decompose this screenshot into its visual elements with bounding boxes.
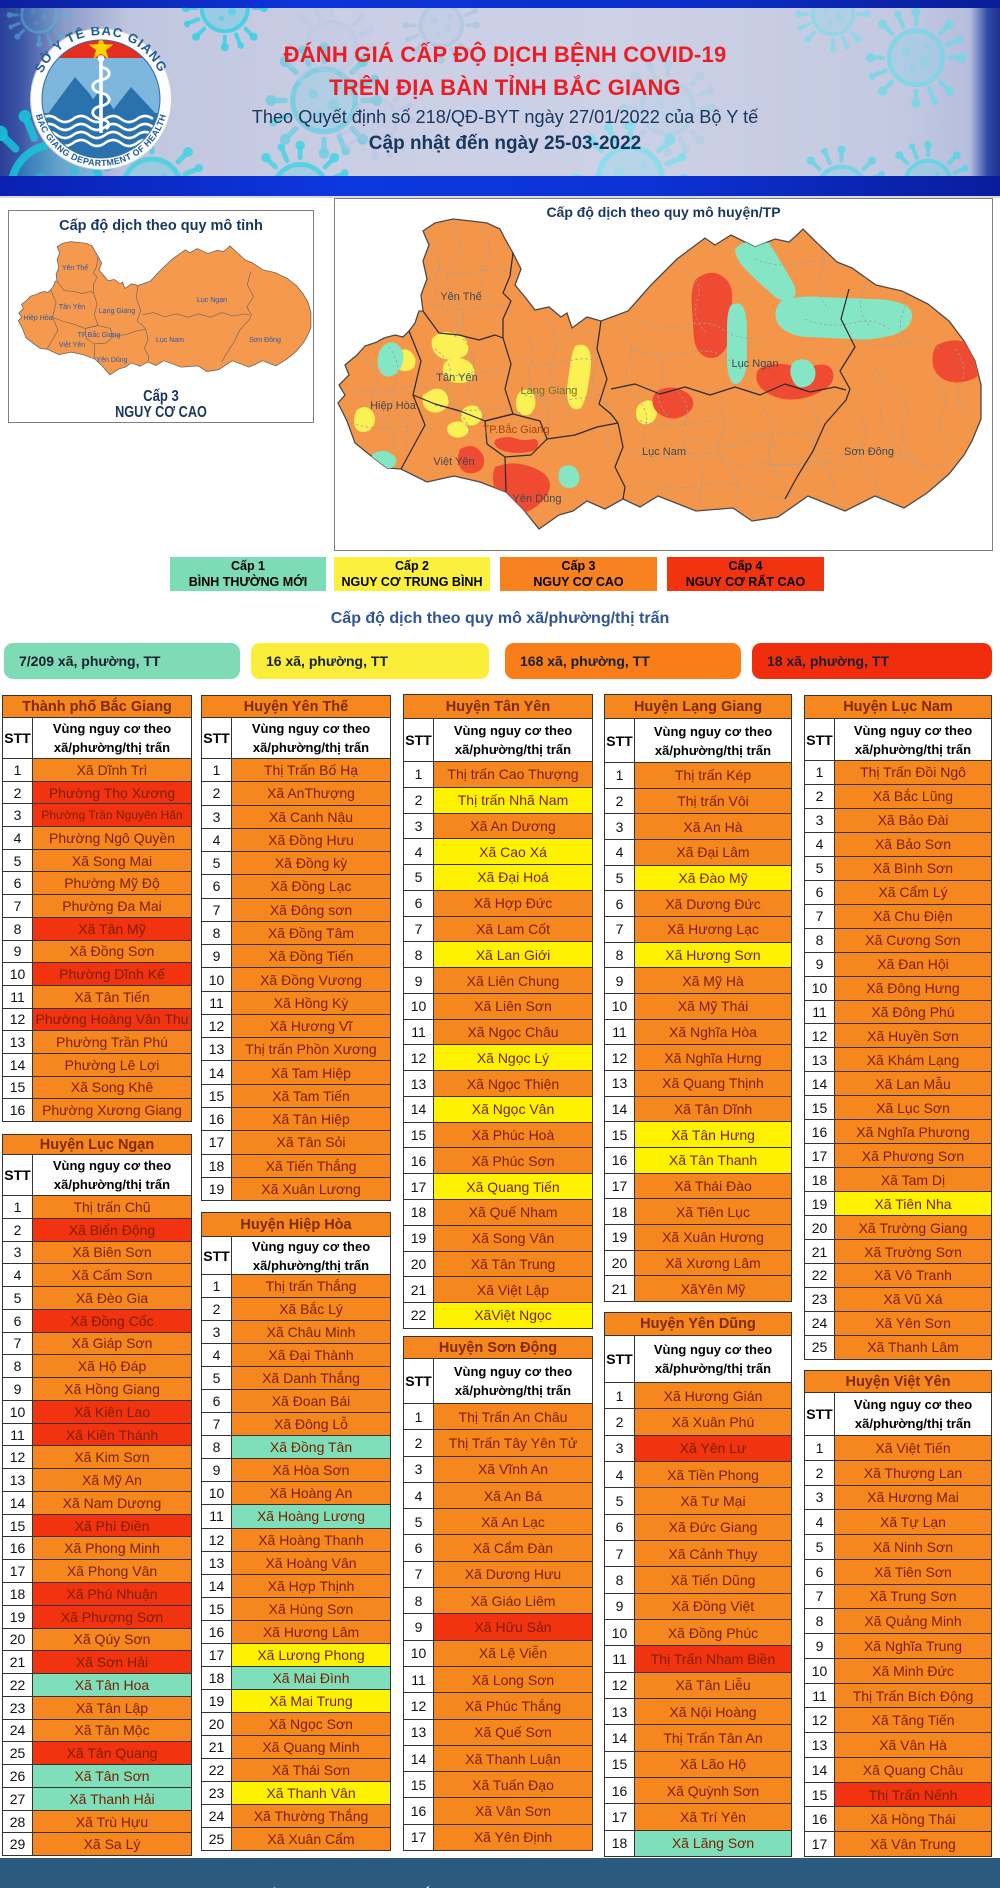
svg-text:Lục Ngạn: Lục Ngạn (731, 358, 778, 370)
svg-text:Sơn Đông: Sơn Đông (844, 446, 894, 458)
svg-text:TP.Bắc Giang: TP.Bắc Giang (78, 330, 121, 339)
svg-text:Lục Ngạn: Lục Ngạn (197, 297, 227, 304)
svg-text:Việt Yên: Việt Yên (433, 456, 474, 468)
svg-text:TP.Bắc Giang: TP.Bắc Giang (482, 423, 549, 436)
svg-text:Yên Thế: Yên Thế (62, 263, 88, 272)
svg-text:Hiệp Hòa: Hiệp Hòa (370, 400, 417, 412)
svg-text:Yên Thế: Yên Thế (440, 291, 481, 303)
svg-text:Yên Dũng: Yên Dũng (96, 357, 127, 364)
svg-text:Tân Yên: Tân Yên (436, 372, 477, 384)
svg-text:Sơn Đông: Sơn Đông (249, 337, 281, 344)
svg-text:Lục Nam: Lục Nam (156, 337, 184, 344)
svg-text:Lạng Giang: Lạng Giang (99, 308, 135, 315)
svg-text:Hiệp Hòa: Hiệp Hòa (23, 315, 52, 322)
svg-text:Yên Dũng: Yên Dũng (513, 493, 562, 505)
svg-text:Lục Nam: Lục Nam (642, 446, 686, 458)
svg-text:Việt Yên: Việt Yên (59, 342, 85, 349)
svg-text:Lang Giang: Lang Giang (521, 385, 578, 397)
svg-text:Tân Yên: Tân Yên (59, 304, 85, 311)
